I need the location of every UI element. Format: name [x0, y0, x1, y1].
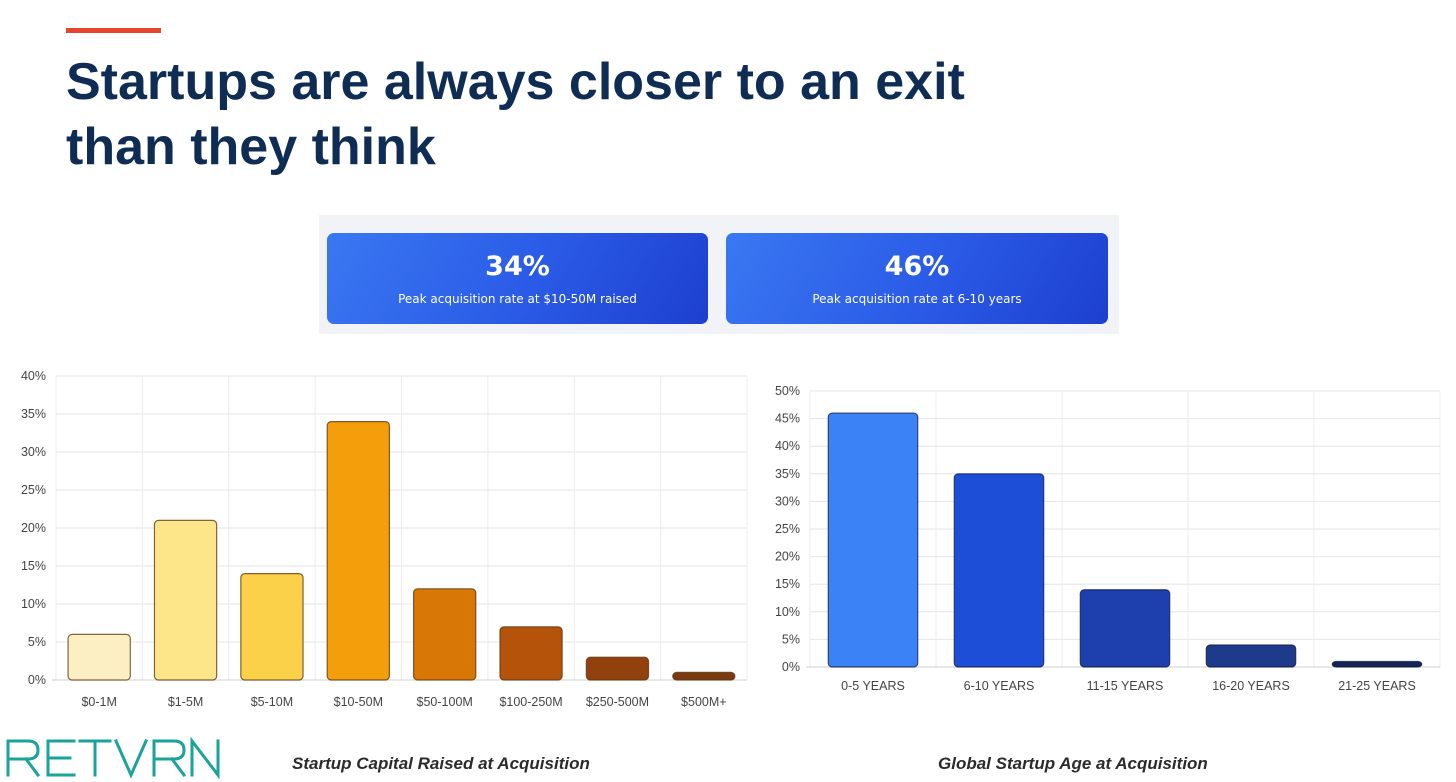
- bar: [1205, 644, 1297, 668]
- y-tick-label: 40%: [775, 439, 800, 453]
- bar: [585, 656, 650, 681]
- bar: [827, 412, 919, 668]
- y-tick-label: 15%: [775, 577, 800, 591]
- stat-label: Peak acquisition rate at $10-50M raised: [398, 292, 637, 306]
- startup-age-bar-chart: 0% 5% 10% 15% 20% 25% 30% 35% 40% 45% 50% 0-5 YEARS…: [775, 384, 1441, 693]
- accent-bar: [66, 28, 161, 33]
- bar: [326, 420, 391, 681]
- y-tick-label: 40%: [21, 369, 46, 383]
- x-tick-label: 21-25 YEARS: [1338, 679, 1416, 693]
- chart-caption-capital: Startup Capital Raised at Acquisition: [292, 754, 590, 773]
- bar: [499, 626, 563, 681]
- y-tick-label: 45%: [775, 412, 800, 426]
- y-tick-label: 20%: [21, 521, 46, 535]
- x-tick-label: 0-5 YEARS: [841, 679, 905, 693]
- stat-card-age: 46% Peak acquisition rate at 6-10 years: [726, 233, 1108, 324]
- y-tick-label: 5%: [28, 635, 46, 649]
- x-tick-label: $500M+: [681, 695, 727, 709]
- y-tick-label: 10%: [775, 605, 800, 619]
- bar: [1079, 589, 1171, 668]
- x-tick-label: $50-100M: [417, 695, 473, 709]
- y-tick-label: 35%: [21, 407, 46, 421]
- stat-panel: 34% Peak acquisition rate at $10-50M rai…: [319, 215, 1119, 334]
- x-tick-label: $250-500M: [586, 695, 649, 709]
- y-tick-label: 0%: [782, 660, 800, 674]
- slide-title: Startups are always closer to an exit th…: [66, 50, 1166, 180]
- y-tick-label: 30%: [21, 445, 46, 459]
- y-tick-label: 35%: [775, 467, 800, 481]
- x-tick-label: $10-50M: [334, 695, 383, 709]
- chart-caption-age: Global Startup Age at Acquisition: [938, 754, 1208, 773]
- x-tick-label: $100-250M: [499, 695, 562, 709]
- y-tick-label: 10%: [21, 597, 46, 611]
- x-tick-label: $5-10M: [251, 695, 293, 709]
- bar: [240, 573, 304, 681]
- y-tick-label: 15%: [21, 559, 46, 573]
- title-line-1: Startups are always closer to an exit: [66, 53, 965, 111]
- x-tick-label: 11-15 YEARS: [1087, 679, 1164, 693]
- y-tick-label: 0%: [28, 673, 46, 687]
- x-tick-label: $1-5M: [168, 695, 203, 709]
- y-tick-label: 25%: [775, 522, 800, 536]
- bar: [153, 519, 218, 681]
- title-line-2: than they think: [66, 118, 436, 176]
- stat-value: 46%: [884, 251, 950, 282]
- y-tick-label: 5%: [782, 632, 800, 646]
- bar: [953, 473, 1045, 668]
- y-tick-label: 30%: [775, 494, 800, 508]
- bar: [1331, 660, 1423, 668]
- bar: [412, 588, 477, 681]
- y-tick-label: 50%: [775, 384, 800, 398]
- bar: [67, 633, 131, 681]
- y-tick-label: 20%: [775, 550, 800, 564]
- x-tick-label: $0-1M: [81, 695, 116, 709]
- stat-label: Peak acquisition rate at 6-10 years: [812, 292, 1022, 306]
- bar: [672, 671, 736, 681]
- retvrn-logo: [6, 737, 220, 779]
- stat-card-capital: 34% Peak acquisition rate at $10-50M rai…: [327, 233, 708, 324]
- stat-value: 34%: [485, 251, 550, 282]
- x-tick-label: 16-20 YEARS: [1212, 679, 1290, 693]
- x-tick-label: 6-10 YEARS: [964, 679, 1035, 693]
- capital-raised-bar-chart: 0% 5% 10% 15% 20% 25% 30% 35% 40% $0-1M $1-5M $5-10…: [21, 369, 748, 709]
- y-tick-label: 25%: [21, 483, 46, 497]
